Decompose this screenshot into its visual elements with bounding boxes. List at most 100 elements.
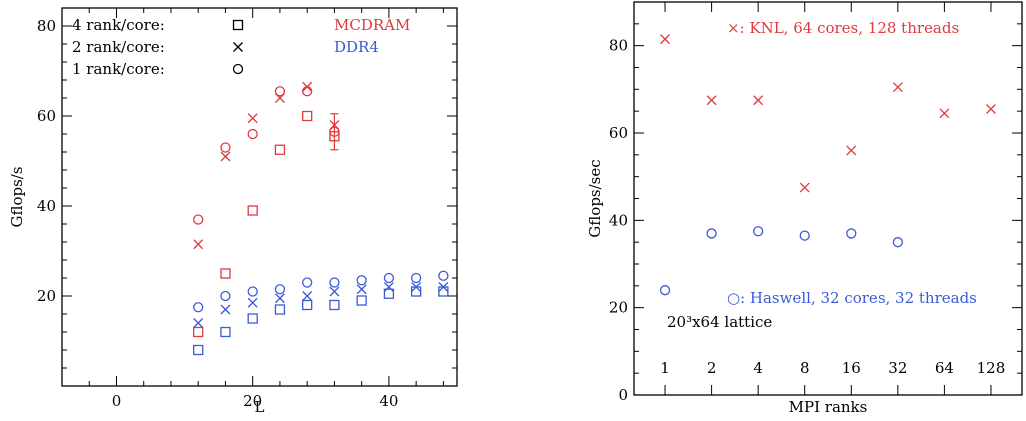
data-point xyxy=(438,270,449,281)
data-point xyxy=(660,34,670,45)
x-tick-label: 4 xyxy=(753,359,763,377)
chart-right-marks xyxy=(659,34,996,296)
data-point xyxy=(329,126,340,137)
y-tick-label: 40 xyxy=(609,211,628,229)
data-point xyxy=(247,128,258,140)
data-point xyxy=(892,82,903,93)
data-point xyxy=(892,237,903,248)
data-point xyxy=(799,230,810,241)
y-tick-label: 20 xyxy=(609,299,628,317)
chart-left-legend: 4 rank/core: 2 rank/core: 1 rank/core: M… xyxy=(72,16,410,78)
chart-left: 0 20 40 20 40 60 80 L Gflops/s 4 rank/core: 2 … xyxy=(8,7,458,416)
data-point xyxy=(274,284,286,295)
chart-left-y-axis-title: Gflops/s xyxy=(8,166,26,227)
x-tick-label: 1 xyxy=(660,359,670,377)
data-point xyxy=(356,295,367,306)
data-point xyxy=(193,214,204,225)
x-tick-label: 16 xyxy=(842,359,861,377)
x-tick-label: 2 xyxy=(707,359,717,377)
data-point xyxy=(274,86,286,97)
data-point xyxy=(329,299,340,311)
legend-label-ddr4: DDR4 xyxy=(334,38,379,56)
legend-label-4-rank-core: 4 rank/core: xyxy=(72,16,165,34)
data-point xyxy=(410,286,422,297)
data-point xyxy=(410,272,422,284)
chart-right-frame xyxy=(633,1,1023,396)
y-tick-label: 60 xyxy=(37,107,56,125)
legend-label-haswell: ○: Haswell, 32 cores, 32 threads xyxy=(727,289,977,307)
data-point xyxy=(193,302,204,313)
data-point xyxy=(329,286,340,297)
legend-label-knl: ×: KNL, 64 cores, 128 threads xyxy=(727,19,959,37)
y-tick-label: 20 xyxy=(37,287,56,305)
data-point xyxy=(247,297,258,308)
data-point xyxy=(706,95,717,106)
data-point xyxy=(799,182,810,193)
data-point xyxy=(220,142,231,153)
data-point xyxy=(846,228,857,239)
data-point xyxy=(986,104,996,114)
data-point xyxy=(247,286,258,297)
error-bar xyxy=(330,113,339,151)
legend-marker-cross xyxy=(233,42,243,52)
y-tick-label: 40 xyxy=(37,197,56,215)
chart-right-ticks: 1 2 4 8 16 32 64 128 0 20 40 60 80 xyxy=(609,1,1022,404)
legend-marker-square xyxy=(232,19,244,31)
data-point xyxy=(753,226,764,237)
y-tick-label: 80 xyxy=(37,17,56,35)
data-point xyxy=(220,268,231,279)
data-point xyxy=(356,284,367,295)
data-point xyxy=(274,304,286,315)
legend-label-mcdram: MCDRAM xyxy=(334,16,410,34)
data-point xyxy=(939,108,950,119)
x-tick-label: 32 xyxy=(888,359,907,377)
data-point xyxy=(302,110,313,122)
chart-left-marks xyxy=(193,81,449,356)
chart-left-x-axis-title: L xyxy=(255,398,265,416)
chart-left-frame xyxy=(61,7,458,387)
data-point xyxy=(193,326,204,338)
legend-label-2-rank-core: 2 rank/core: xyxy=(72,38,165,56)
data-point xyxy=(706,228,717,239)
data-point xyxy=(438,286,449,297)
y-tick-label: 80 xyxy=(609,37,628,55)
data-point xyxy=(383,282,394,292)
data-point xyxy=(220,304,231,315)
data-point xyxy=(247,313,258,324)
data-point xyxy=(438,282,449,292)
chart-right: 1 2 4 8 16 32 64 128 0 20 40 60 80 MPI ranks Gflops/… xyxy=(586,1,1023,416)
data-point xyxy=(274,293,285,304)
legend-markers xyxy=(232,19,244,75)
data-point xyxy=(220,290,231,302)
x-tick-label: 20 xyxy=(243,392,262,410)
x-tick-label: 8 xyxy=(800,359,810,377)
data-point xyxy=(411,282,422,292)
data-point xyxy=(383,272,395,284)
data-point xyxy=(302,291,313,301)
data-point xyxy=(753,95,764,106)
x-tick-label: 40 xyxy=(379,392,398,410)
x-tick-label: 64 xyxy=(935,359,954,377)
data-point xyxy=(302,277,313,288)
x-tick-label: 128 xyxy=(977,359,1006,377)
y-tick-label: 60 xyxy=(609,124,628,142)
data-point xyxy=(193,344,204,356)
data-point xyxy=(247,113,258,124)
data-point xyxy=(302,299,313,311)
data-point xyxy=(846,145,857,156)
data-point xyxy=(302,86,313,97)
chart-right-x-axis-title: MPI ranks xyxy=(789,398,868,416)
legend-label-1-rank-core: 1 rank/core: xyxy=(72,60,165,78)
y-tick-label: 0 xyxy=(618,386,628,404)
data-point xyxy=(247,205,258,216)
legend-marker-circle xyxy=(232,63,244,75)
data-point xyxy=(193,239,204,250)
data-point xyxy=(329,277,340,288)
data-point xyxy=(220,151,231,162)
data-point xyxy=(274,144,286,155)
data-point xyxy=(193,318,204,328)
data-point xyxy=(383,288,395,299)
x-tick-label: 0 xyxy=(112,392,122,410)
